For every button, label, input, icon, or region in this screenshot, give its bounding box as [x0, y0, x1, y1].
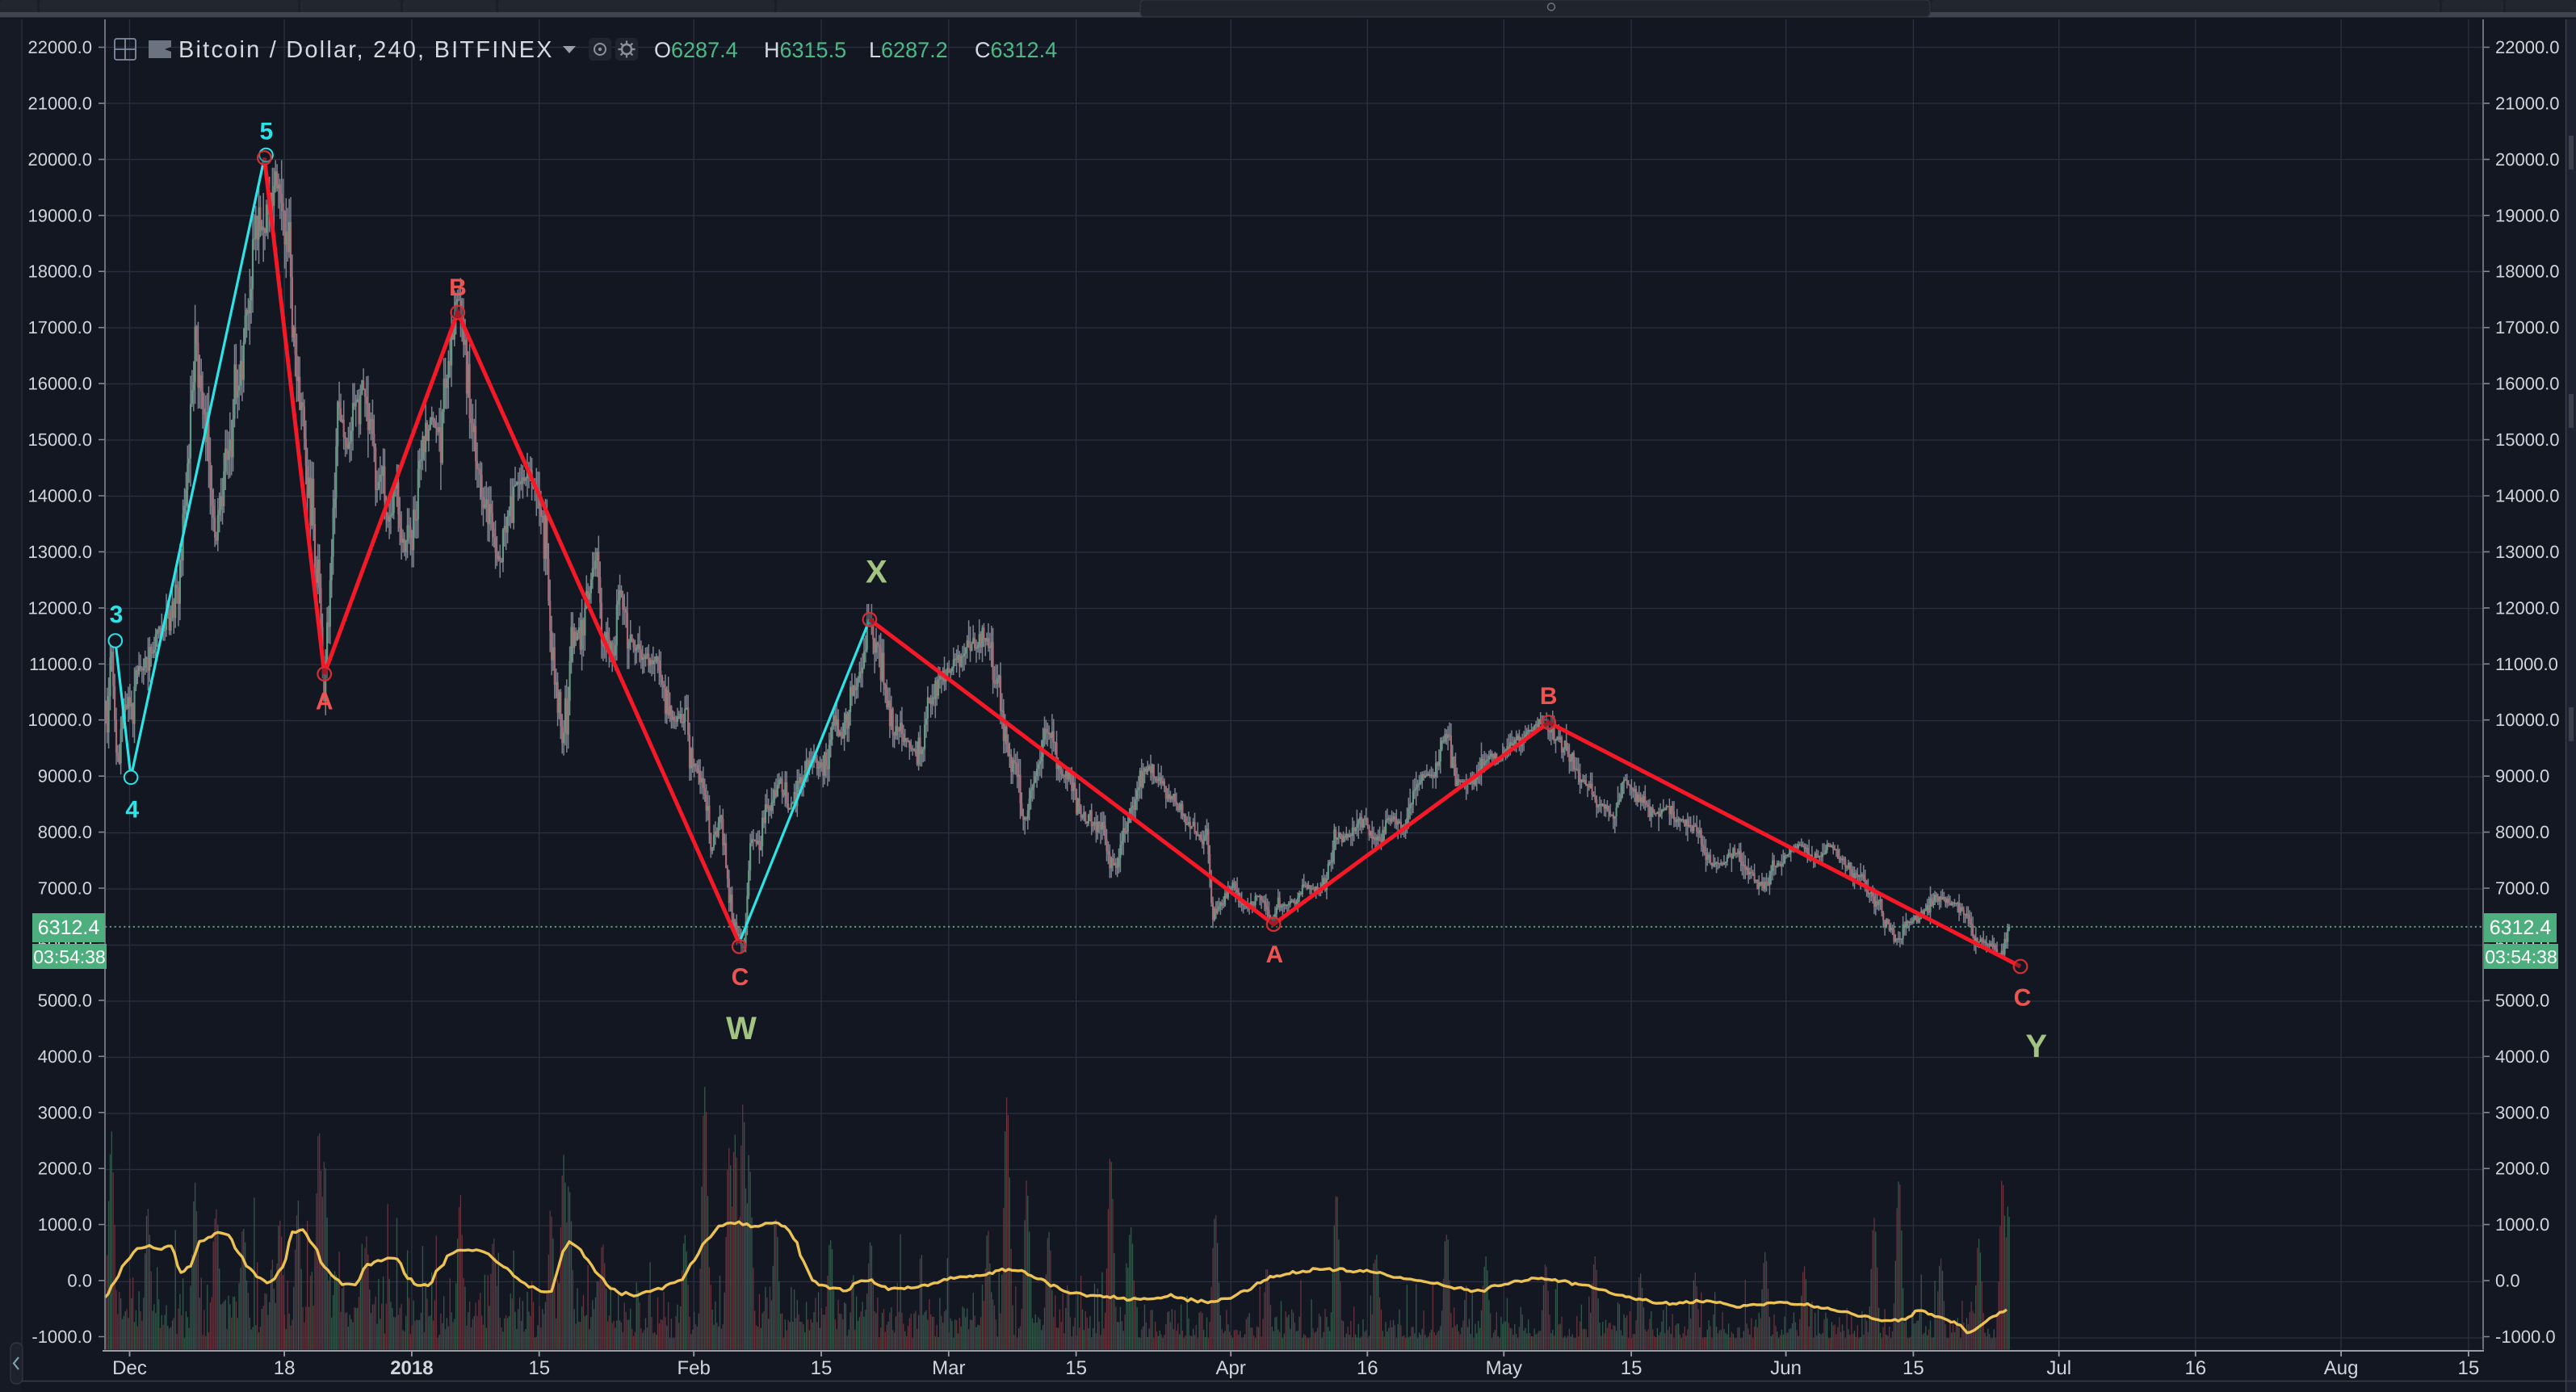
svg-text:2018: 2018	[390, 1357, 433, 1379]
svg-text:Mar: Mar	[932, 1357, 965, 1379]
svg-text:15000.0: 15000.0	[27, 430, 92, 450]
svg-text:0.0: 0.0	[67, 1271, 92, 1291]
svg-text:10000.0: 10000.0	[2495, 710, 2560, 730]
svg-text:21000.0: 21000.0	[27, 93, 92, 113]
svg-text:16: 16	[2184, 1357, 2206, 1379]
svg-text:H6315.5: H6315.5	[764, 38, 846, 62]
svg-text:15: 15	[1903, 1357, 1924, 1379]
svg-text:15: 15	[1621, 1357, 1643, 1379]
svg-text:3000.0: 3000.0	[2495, 1102, 2549, 1122]
svg-text:20000.0: 20000.0	[2495, 149, 2560, 170]
svg-text:22000.0: 22000.0	[27, 37, 92, 57]
svg-text:16: 16	[1357, 1357, 1378, 1379]
svg-text:May: May	[1486, 1357, 1522, 1379]
svg-text:W: W	[726, 1011, 757, 1046]
svg-text:Feb: Feb	[678, 1357, 711, 1379]
svg-text:7000.0: 7000.0	[2495, 878, 2549, 899]
svg-text:18000.0: 18000.0	[2495, 262, 2560, 282]
svg-text:A: A	[1265, 941, 1283, 968]
svg-text:15: 15	[2458, 1357, 2480, 1379]
svg-text:Aug: Aug	[2324, 1357, 2359, 1379]
svg-text:6312.4: 6312.4	[38, 916, 100, 939]
svg-text:16000.0: 16000.0	[27, 374, 92, 394]
svg-text:19000.0: 19000.0	[27, 205, 92, 225]
svg-text:16000.0: 16000.0	[2495, 374, 2560, 394]
svg-text:9000.0: 9000.0	[2495, 766, 2549, 786]
svg-text:15: 15	[528, 1357, 550, 1379]
svg-text:Apr: Apr	[1216, 1357, 1246, 1379]
svg-text:2000.0: 2000.0	[2495, 1159, 2549, 1179]
svg-text:B: B	[1540, 683, 1558, 710]
svg-text:1000.0: 1000.0	[38, 1214, 92, 1235]
svg-text:11000.0: 11000.0	[2495, 654, 2558, 674]
svg-text:2000.0: 2000.0	[38, 1159, 92, 1179]
svg-text:C6312.4: C6312.4	[975, 38, 1057, 62]
svg-text:A: A	[316, 688, 334, 715]
svg-text:13000.0: 13000.0	[2495, 542, 2560, 562]
svg-text:6312.4: 6312.4	[2490, 916, 2552, 939]
svg-text:4000.0: 4000.0	[38, 1046, 92, 1067]
svg-text:17000.0: 17000.0	[2495, 317, 2560, 338]
svg-text:C: C	[2014, 984, 2032, 1011]
svg-text:12000.0: 12000.0	[2495, 597, 2560, 618]
svg-text:17000.0: 17000.0	[27, 317, 92, 338]
svg-text:22000.0: 22000.0	[2495, 37, 2560, 57]
svg-text:Jul: Jul	[2046, 1357, 2071, 1379]
svg-text:12000.0: 12000.0	[27, 597, 92, 618]
svg-text:21000.0: 21000.0	[2495, 93, 2560, 113]
svg-text:Jun: Jun	[1770, 1357, 1802, 1379]
svg-text:4: 4	[125, 797, 139, 824]
svg-text:9000.0: 9000.0	[38, 766, 92, 786]
svg-text:14000.0: 14000.0	[27, 486, 92, 506]
svg-text:5000.0: 5000.0	[2495, 990, 2549, 1010]
svg-text:13000.0: 13000.0	[27, 542, 92, 562]
svg-text:1000.0: 1000.0	[2495, 1214, 2549, 1235]
svg-text:5000.0: 5000.0	[38, 990, 92, 1010]
svg-text:L6287.2: L6287.2	[869, 38, 948, 62]
svg-text:10000.0: 10000.0	[27, 710, 92, 730]
svg-text:Y: Y	[2025, 1029, 2047, 1064]
svg-text:8000.0: 8000.0	[38, 822, 92, 842]
svg-text:7000.0: 7000.0	[38, 878, 92, 899]
svg-text:Dec: Dec	[112, 1357, 147, 1379]
svg-text:18000.0: 18000.0	[27, 262, 92, 282]
svg-text:0.0: 0.0	[2495, 1271, 2520, 1291]
svg-text:C: C	[732, 964, 749, 991]
svg-text:15: 15	[1065, 1357, 1087, 1379]
svg-text:Bitcoin / Dollar, 240, BITFINE: Bitcoin / Dollar, 240, BITFINEX	[178, 37, 554, 63]
svg-text:-1000.0: -1000.0	[2495, 1327, 2556, 1347]
svg-text:19000.0: 19000.0	[2495, 205, 2560, 225]
svg-text:03:54:38: 03:54:38	[2485, 946, 2557, 967]
svg-text:03:54:38: 03:54:38	[33, 946, 106, 967]
svg-text:14000.0: 14000.0	[2495, 486, 2560, 506]
svg-text:-1000.0: -1000.0	[31, 1327, 92, 1347]
svg-text:15: 15	[811, 1357, 833, 1379]
svg-text:4000.0: 4000.0	[2495, 1046, 2549, 1067]
svg-text:18: 18	[274, 1357, 296, 1379]
svg-text:3: 3	[110, 602, 124, 628]
svg-text:3000.0: 3000.0	[38, 1102, 92, 1122]
svg-text:5: 5	[259, 119, 273, 145]
svg-text:O6287.4: O6287.4	[654, 38, 738, 62]
svg-text:B: B	[449, 275, 467, 301]
svg-text:8000.0: 8000.0	[2495, 822, 2549, 842]
svg-text:20000.0: 20000.0	[27, 149, 92, 170]
svg-text:X: X	[866, 555, 887, 590]
svg-text:15000.0: 15000.0	[2495, 430, 2560, 450]
svg-text:11000.0: 11000.0	[29, 654, 92, 674]
